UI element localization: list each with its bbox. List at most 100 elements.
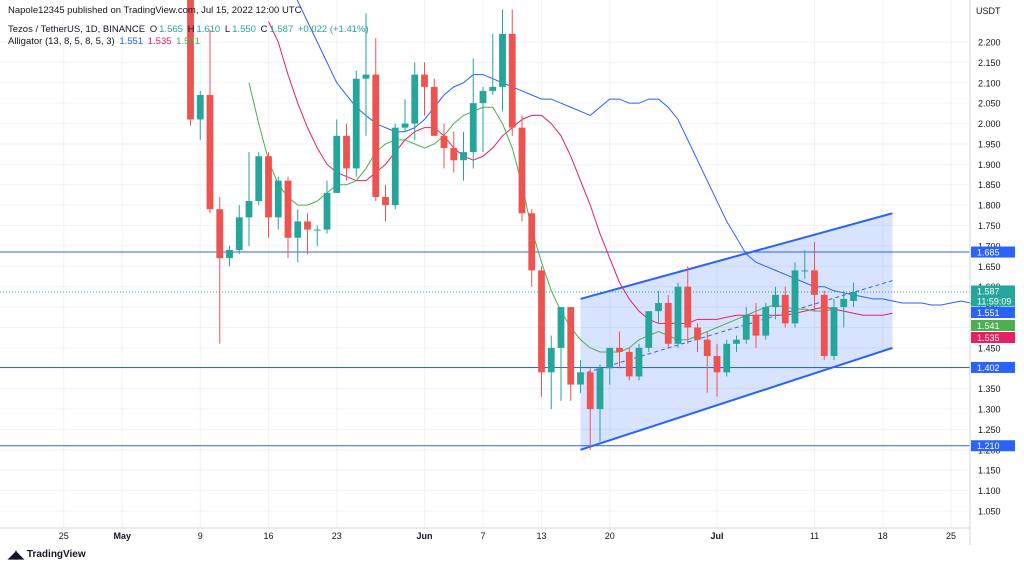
price-label-box — [971, 332, 1015, 343]
time-tick-label: 23 — [332, 531, 342, 541]
price-tick-label: 1.700 — [978, 241, 1001, 251]
candle-body — [196, 95, 204, 120]
price-tick-label: 1.450 — [978, 343, 1001, 353]
price-tick-label: 2.150 — [978, 58, 1001, 68]
candle-body — [391, 127, 399, 206]
candle-body — [489, 86, 497, 91]
price-tick-label: 1.350 — [978, 384, 1001, 394]
parallel-channel[interactable] — [580, 212, 893, 451]
candle-body — [372, 74, 380, 197]
ohlc-o-label: O — [149, 24, 158, 35]
tradingview-brand[interactable]: ◢◣ TradingView — [8, 548, 86, 561]
jaw-value: 1.551 — [119, 36, 144, 47]
indicator-legend[interactable]: Alligator (13, 8, 5, 8, 5, 3) 1.551 1.53… — [8, 36, 202, 47]
ohlc-low: 1.550 — [232, 24, 256, 35]
time-tick-label: May — [113, 531, 131, 541]
candle-body — [450, 148, 458, 161]
price-label-box — [971, 361, 1015, 373]
time-tick-label: 16 — [263, 531, 273, 541]
time-tick-label: 9 — [198, 531, 203, 541]
candle-body — [684, 286, 692, 328]
candle-body — [333, 135, 341, 193]
price-tick-label: 2.200 — [978, 38, 1001, 48]
price-label-text: 1.402 — [977, 363, 1000, 373]
channel-fill — [580, 213, 893, 450]
price-tick-label: 2.000 — [978, 119, 1001, 129]
teeth-value: 1.535 — [147, 36, 172, 47]
candle-body — [255, 156, 263, 202]
candle-body — [820, 294, 828, 357]
candle-body — [430, 86, 438, 136]
candles — [187, 0, 857, 450]
price-label-text: 1.535 — [977, 333, 1000, 343]
grid — [0, 0, 970, 528]
time-axis[interactable]: 25 May 9 16 23 Jun 7 13 20 Jul 11 18 25 — [0, 527, 970, 541]
time-tick-label: 20 — [605, 531, 615, 541]
candle-body — [226, 249, 233, 259]
lips-price-label: 1.541 — [971, 320, 1015, 331]
candle-body — [528, 213, 536, 271]
candle-body — [762, 307, 770, 336]
candle-body — [440, 135, 448, 149]
candle-body — [479, 90, 487, 104]
candle-body — [265, 156, 272, 218]
level-price-label: 1.210 — [971, 440, 1015, 452]
price-label-text: 1.541 — [977, 321, 1000, 331]
candle-body — [460, 152, 467, 161]
candle-body — [343, 135, 350, 169]
candle-body — [547, 347, 555, 373]
channel-lower-line — [580, 346, 893, 451]
candle-body — [811, 270, 818, 295]
price-axis[interactable]: 2.200 2.150 2.100 2.050 2.000 1.950 1.900 1.850… — [969, 0, 1001, 545]
candle-body — [508, 33, 516, 128]
candle-body — [469, 103, 477, 153]
price-label-text: 1.210 — [977, 441, 1000, 451]
candle-body — [694, 327, 701, 340]
candle-body — [313, 229, 321, 231]
horizontal-levels[interactable] — [0, 251, 970, 447]
ohlc-change: +0.022 (+1.41%) — [297, 24, 369, 35]
ohlc-c-label: C — [260, 24, 268, 35]
level-price-label: 1.685 — [971, 246, 1015, 258]
price-label-text: 1.551 — [977, 308, 1000, 318]
price-label-box — [971, 320, 1015, 331]
candle-body — [616, 347, 623, 352]
candle-body — [713, 356, 721, 373]
channel-upper-line — [580, 212, 893, 300]
candle-body — [216, 209, 224, 259]
price-label-text: 1.587 — [977, 286, 1000, 296]
candle-body — [781, 294, 789, 324]
time-tick-label: 18 — [878, 531, 888, 541]
candle-body — [625, 351, 633, 377]
price-tick-label: 1.650 — [978, 262, 1001, 272]
candle-body — [304, 221, 311, 230]
currency-label: USDT — [976, 6, 1001, 16]
candle-body — [664, 303, 672, 344]
ohlc-open: 1.565 — [159, 24, 183, 35]
tradingview-logo-icon: ◢◣ — [8, 549, 24, 561]
price-label-box — [971, 285, 1015, 307]
candle-body — [674, 286, 682, 344]
price-tick-label: 1.750 — [978, 221, 1001, 231]
candle-body — [567, 307, 575, 385]
candle-body — [752, 315, 760, 336]
brand-name: TradingView — [26, 549, 86, 560]
candle-body — [606, 347, 614, 369]
price-tick-label: 1.300 — [978, 405, 1001, 415]
candle-body — [703, 339, 711, 357]
price-label-text: 1.685 — [977, 248, 1000, 258]
candle-body — [274, 180, 282, 218]
symbol-legend[interactable]: Tezos / TetherUS, 1D, BINANCE O 1.565 H 1.… — [8, 24, 371, 35]
ohlc-h-label: H — [187, 24, 195, 35]
time-tick-label: 25 — [946, 531, 956, 541]
candle-body — [586, 372, 594, 410]
price-label-box — [971, 307, 1015, 318]
candle-body — [733, 339, 740, 344]
time-tick-label: 25 — [59, 531, 69, 541]
price-tick-label: 1.900 — [978, 160, 1001, 170]
time-tick-label: 11 — [810, 531, 819, 541]
candle-body — [791, 270, 799, 324]
